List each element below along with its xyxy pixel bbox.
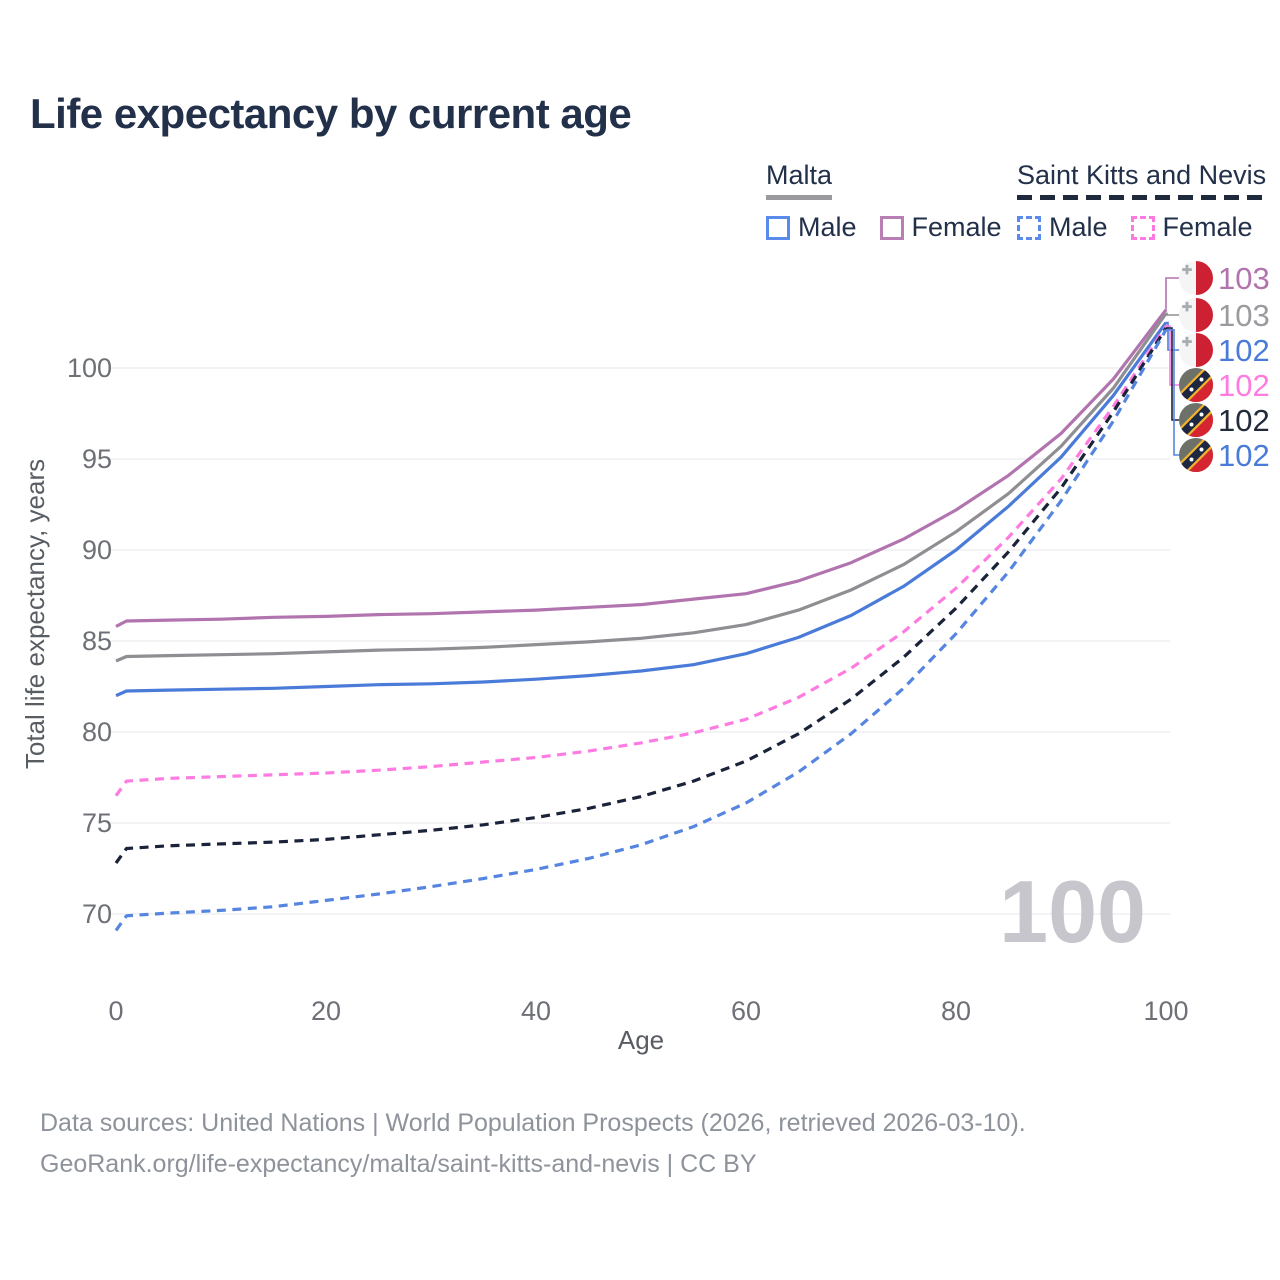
age-watermark: 100 (999, 862, 1146, 961)
x-tick-label-0: 0 (108, 996, 123, 1026)
legend-label-malta-female: Female (911, 212, 1002, 242)
legend-swatch-skn-male (1017, 215, 1041, 240)
end-label-connector-saint-kitts-and-nevis-male (1166, 329, 1179, 456)
end-label-value-saint-kitts-and-nevis-female: 102 (1218, 368, 1270, 403)
x-tick-label-100: 100 (1143, 996, 1188, 1026)
end-label-value-malta-male: 102 (1218, 333, 1270, 368)
saint-kitts-and-nevis-flag-icon (1179, 403, 1213, 437)
end-label-value-saint-kitts-and-nevis-both-sexes: 102 (1218, 403, 1270, 438)
x-tick-label-40: 40 (521, 996, 551, 1026)
legend-country-skn: Saint Kitts and Nevis (1017, 160, 1267, 200)
y-tick-label-75: 75 (82, 808, 112, 838)
line-saint-kitts-and-nevis-female (114, 325, 1168, 797)
chart-footer: Data sources: United Nations | World Pop… (40, 1103, 1026, 1185)
malta-flag-icon (1179, 333, 1213, 367)
legend-underline-malta (766, 195, 833, 200)
line-malta-both-sexes (115, 312, 1168, 663)
malta-flag-icon (1179, 261, 1213, 295)
legend-country-malta-label: Malta (766, 160, 833, 190)
legend-swatch-malta-female (879, 215, 904, 240)
x-axis-title: Age (618, 1025, 664, 1055)
saint-kitts-and-nevis-flag-icon (1179, 438, 1213, 472)
end-label-value-malta-both-sexes: 103 (1218, 298, 1270, 333)
legend-group-malta: Malta Male Female (766, 160, 1002, 243)
legend-swatch-skn-female (1130, 215, 1155, 240)
x-tick-label-20: 20 (311, 996, 341, 1026)
line-malta-female (115, 308, 1168, 628)
x-tick-label-80: 80 (941, 996, 971, 1026)
y-tick-label-80: 80 (82, 717, 112, 747)
line-saint-kitts-and-nevis-both-sexes (114, 327, 1168, 864)
page-title: Life expectancy by current age (30, 90, 632, 137)
legend-item-skn-male[interactable]: Male (1017, 212, 1108, 243)
footer-data-sources: Data sources: United Nations | World Pop… (40, 1109, 1026, 1137)
legend-country-malta: Malta (766, 160, 833, 200)
end-label-value-saint-kitts-and-nevis-male: 102 (1218, 438, 1270, 473)
end-label-connector-saint-kitts-and-nevis-both-sexes (1166, 327, 1179, 421)
end-label-value-malta-female: 103 (1218, 261, 1270, 296)
y-tick-label-90: 90 (82, 535, 112, 565)
legend-item-skn-female[interactable]: Female (1130, 212, 1253, 243)
y-tick-label-70: 70 (82, 899, 112, 929)
legend-label-skn-male: Male (1049, 212, 1108, 242)
legend-country-skn-label: Saint Kitts and Nevis (1017, 160, 1267, 190)
line-saint-kitts-and-nevis-male (114, 329, 1168, 932)
saint-kitts-and-nevis-flag-icon (1179, 368, 1213, 402)
line-malta-male (115, 321, 1168, 698)
end-label-connector-malta-both-sexes (1166, 312, 1179, 316)
y-tick-label-100: 100 (67, 353, 112, 383)
footer-attribution: GeoRank.org/life-expectancy/malta/saint-… (40, 1150, 757, 1178)
legend-item-malta-male[interactable]: Male (766, 212, 857, 243)
y-axis-title: Total life expectancy, years (20, 459, 50, 769)
x-tick-label-60: 60 (731, 996, 761, 1026)
legend-underline-skn (1017, 195, 1267, 200)
malta-flag-icon (1179, 298, 1213, 332)
legend-label-skn-female: Female (1162, 212, 1253, 242)
end-label-connector-malta-female (1165, 277, 1179, 310)
y-tick-label-85: 85 (82, 626, 112, 656)
legend-label-malta-male: Male (798, 212, 857, 242)
legend-group-saint-kitts-and-nevis: Saint Kitts and Nevis Male Female (1017, 160, 1267, 243)
legend-swatch-malta-male (766, 215, 790, 240)
y-tick-label-95: 95 (82, 444, 112, 474)
legend-item-malta-female[interactable]: Female (879, 212, 1002, 243)
